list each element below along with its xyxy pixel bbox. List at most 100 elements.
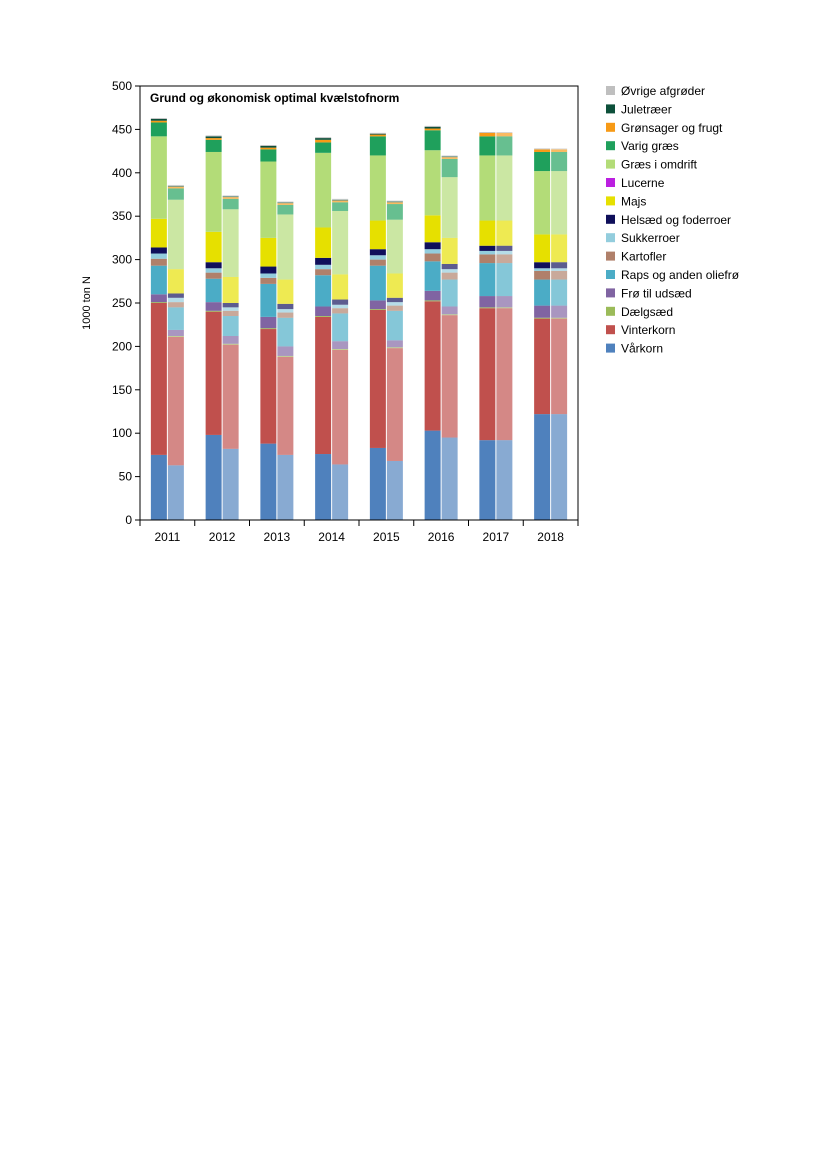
bar-segment-optimal (386, 340, 403, 348)
bar-segment-grund (534, 151, 551, 172)
y-tick-label: 350 (112, 209, 132, 223)
bar-segment-optimal (441, 315, 458, 438)
bar-segment-grund (534, 171, 551, 235)
x-tick-label: 2013 (264, 530, 291, 544)
y-axis-label: 1000 ton N (81, 276, 93, 330)
bar-segment-grund (424, 301, 441, 431)
bar-segment-grund (534, 279, 551, 306)
bar-segment-grund (479, 250, 496, 255)
bar-segment-grund (260, 273, 277, 278)
bar-segment-grund (260, 328, 277, 330)
bar-segment-optimal (222, 307, 239, 311)
legend-label: Dælgsæd (621, 305, 673, 319)
bar-segment-optimal (551, 305, 568, 318)
bar-segment-optimal (441, 156, 458, 158)
bar-segment-grund (205, 139, 222, 152)
chart-container: Grund og økonomisk optimal kvælstofnorm … (81, 79, 740, 544)
legend-label: Varig græs (621, 139, 679, 153)
bar-segment-grund (534, 149, 551, 152)
bar-segment-grund (260, 145, 277, 148)
bar-segment-optimal (441, 263, 458, 270)
bar-segment-grund (534, 270, 551, 280)
bar-segment-grund (150, 120, 167, 123)
bar-segment-optimal (551, 414, 568, 520)
bar-segment-grund (479, 254, 496, 264)
legend-label: Græs i omdrift (621, 158, 698, 172)
bar-segment-grund (479, 136, 496, 156)
bar-segment-grund (150, 218, 167, 248)
bar-segment-optimal (386, 347, 403, 349)
x-tick-label: 2018 (537, 530, 564, 544)
bar-segment-optimal (332, 308, 349, 314)
bar-segment-grund (150, 265, 167, 295)
bar-segment-optimal (222, 276, 239, 303)
x-tick-label: 2012 (209, 530, 236, 544)
bar-segment-grund (260, 149, 277, 162)
bar-segment-grund (150, 253, 167, 259)
bar-segment-grund (315, 454, 332, 520)
bar-segment-grund (260, 283, 277, 317)
bar-segment-grund (315, 264, 332, 270)
bar-segment-optimal (222, 344, 239, 449)
y-tick-label: 450 (112, 122, 132, 136)
bar-segment-grund (205, 136, 222, 139)
bar-segment-optimal (386, 204, 403, 220)
x-tick-label: 2015 (373, 530, 400, 544)
legend-swatch (606, 233, 615, 243)
bar-segment-optimal (386, 460, 403, 520)
bar-segment-optimal (222, 448, 239, 520)
bar-segment-grund (534, 317, 551, 319)
y-tick-label: 250 (112, 296, 132, 310)
bar-segment-grund (205, 311, 222, 435)
y-tick-label: 500 (112, 79, 132, 93)
bar-segment-grund (315, 316, 332, 317)
bar-segment-grund (150, 294, 167, 303)
bar-segment-grund (369, 155, 386, 221)
bar-segment-optimal (441, 279, 458, 307)
bar-segment-grund (205, 262, 222, 269)
axes: 0 50 100 150 200 250 300 350 400 450 500 2011 2012 20… (112, 79, 579, 544)
bar-segment-grund (205, 135, 222, 137)
bar-segment-grund (424, 150, 441, 216)
bar-segment-grund (369, 259, 386, 266)
bar-segment-optimal (496, 245, 513, 251)
legend-label: Vårkorn (621, 342, 663, 356)
bar-segment-optimal (277, 356, 294, 455)
legend-swatch (606, 196, 615, 206)
bar-segment-optimal (441, 314, 458, 316)
bar-segment-optimal (167, 307, 184, 330)
bar-segment-optimal (441, 155, 458, 157)
bar-segment-optimal (551, 234, 568, 263)
bar-segment-optimal (222, 198, 239, 210)
bar-segment-optimal (332, 199, 349, 201)
bar-segment-grund (479, 132, 496, 137)
bar-segment-optimal (496, 440, 513, 520)
bar-segment-optimal (222, 195, 239, 197)
bar-segment-grund (315, 257, 332, 265)
legend-label: Vinterkorn (621, 323, 675, 337)
bar-segment-optimal (222, 196, 239, 198)
bar-segment-grund (260, 316, 277, 329)
bar-segment-optimal (496, 220, 513, 246)
bar-segment-grund (369, 220, 386, 250)
bar-segment-optimal (167, 199, 184, 270)
bar-segment-grund (315, 275, 332, 307)
bar-segment-grund (315, 142, 332, 153)
bar-segment-grund (534, 268, 551, 271)
bar-segment-grund (315, 306, 332, 317)
bar-segment-optimal (222, 335, 239, 344)
bar-segment-grund (369, 300, 386, 310)
bar-segment-grund (479, 307, 496, 309)
bar-segment-optimal (167, 297, 184, 303)
bar-segment-optimal (222, 303, 239, 308)
legend-swatch (606, 214, 615, 224)
bar-segment-optimal (332, 349, 349, 350)
bar-segment-optimal (332, 313, 349, 342)
bar-segment-optimal (277, 203, 294, 205)
bar-segment-grund (424, 300, 441, 302)
bar-segment-grund (424, 130, 441, 151)
legend: Øvrige afgrøder Juletræer Grønsager og fru… (606, 84, 740, 356)
bar-segment-optimal (386, 202, 403, 205)
bar-segment-grund (150, 258, 167, 266)
bar-segment-grund (424, 126, 441, 129)
